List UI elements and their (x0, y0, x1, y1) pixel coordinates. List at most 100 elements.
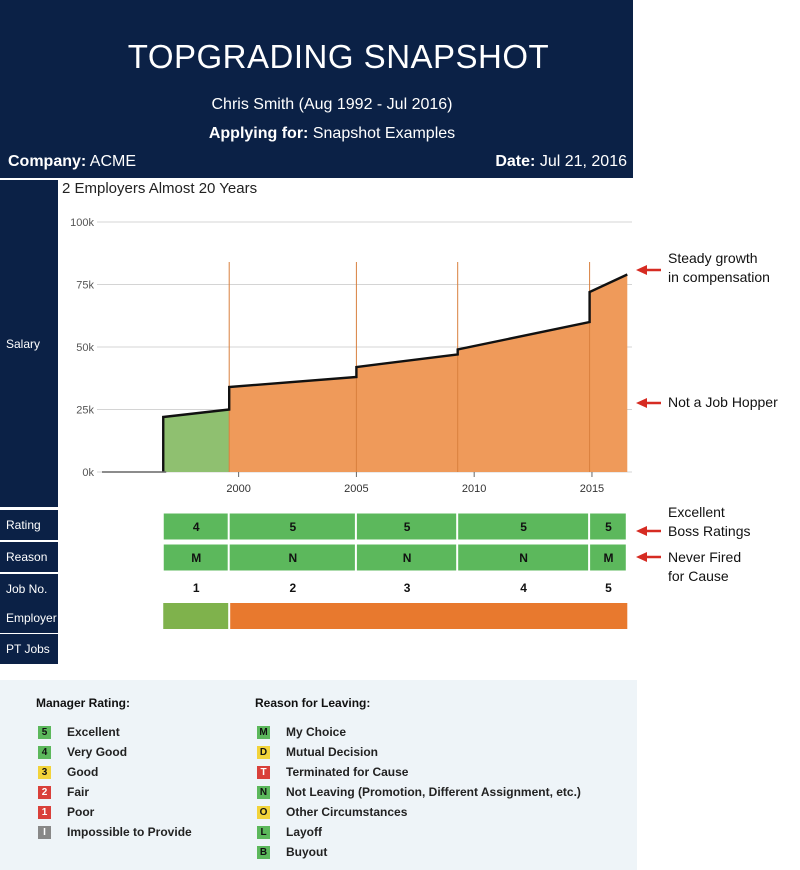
manager-rating-label: Impossible to Provide (67, 825, 192, 839)
sidebar-employer-label: Employer (6, 611, 57, 625)
reason-legend-row: T Terminated for Cause (255, 762, 581, 782)
sidebar-jobno: Job No. (0, 574, 58, 604)
manager-rating-title: Manager Rating: (36, 696, 131, 710)
reason-swatch: M (257, 725, 270, 739)
manager-rating-legend-row: 4 Very Good (36, 742, 192, 762)
reason-swatch: N (257, 785, 270, 799)
x-tick-label: 2005 (344, 483, 368, 495)
reason-value: M (191, 551, 201, 565)
report-title: TOPGRADING SNAPSHOT (127, 38, 550, 75)
note-ratings-line1: Excellent (668, 504, 725, 520)
rating-cell (162, 512, 229, 541)
rating-cell (457, 512, 590, 541)
note-fired-line1: Never Fired (668, 549, 742, 565)
report-header: TOPGRADING SNAPSHOT Chris Smith (Aug 199… (0, 0, 633, 178)
reason-label: My Choice (286, 725, 347, 739)
reason-legend-row: B Buyout (255, 842, 581, 862)
rating-value: 4 (193, 520, 200, 534)
manager-rating-swatch: 5 (38, 725, 51, 739)
sidebar-reason: Reason (0, 542, 58, 572)
reason-legend-row: D Mutual Decision (255, 742, 581, 762)
x-tick-label: 2010 (462, 483, 486, 495)
annotation-arrow-head (636, 526, 647, 536)
sidebar-ptjobs: PT Jobs (0, 634, 58, 664)
rating-value: 5 (289, 520, 296, 534)
manager-rating-swatch: 1 (38, 805, 51, 819)
salary-line (162, 273, 628, 472)
company-value: ACME (89, 153, 137, 170)
reason-legend: Reason for Leaving: M My Choice D Mutual De… (255, 696, 581, 862)
applying-value: Snapshot Examples (312, 125, 456, 142)
sidebar-salary-label: Salary (6, 336, 41, 351)
x-tick-label: 2000 (226, 483, 250, 495)
reason-swatch: O (257, 805, 270, 819)
reason-cell (589, 543, 627, 572)
reason-cell (457, 543, 590, 572)
reason-cell (228, 543, 356, 572)
note-ratings-line2: Boss Ratings (668, 523, 751, 539)
sidebar-reason-label: Reason (6, 550, 48, 564)
reason-value: N (519, 551, 528, 565)
legend-panel: Manager Rating: 5 Excellent 4 Very Good 3 Goo… (0, 680, 637, 870)
reason-legend-row: M My Choice (255, 722, 581, 742)
sidebar-rating: Rating (0, 510, 58, 540)
manager-rating-legend-row: 1 Poor (36, 802, 192, 822)
manager-rating-legend-row: I Impossible to Provide (36, 822, 192, 842)
manager-rating-swatch: I (38, 825, 51, 839)
reason-legend-row: O Other Circumstances (255, 802, 581, 822)
annotation-arrow-head (636, 265, 647, 275)
reason-value: N (403, 551, 412, 565)
job-number: 4 (520, 581, 527, 595)
manager-rating-label: Very Good (67, 745, 128, 759)
applying-label: Applying for: (208, 125, 309, 142)
manager-rating-swatch: 4 (38, 745, 51, 759)
sidebar-salary: Salary (0, 180, 58, 507)
note-hopper: Not a Job Hopper (668, 393, 778, 412)
rating-value: 5 (520, 520, 527, 534)
note-fired: Never Fired for Cause (668, 548, 741, 586)
reason-list: M My Choice D Mutual Decision T Terminated fo… (255, 722, 581, 862)
reason-legend-row: L Layoff (255, 822, 581, 842)
sidebar-employer: Employer (0, 603, 58, 633)
y-tick-label: 75k (76, 280, 94, 292)
note-growth: Steady growth in compensation (668, 249, 770, 287)
job-number: 3 (404, 581, 411, 595)
sidebar-rating-label: Rating (6, 518, 41, 532)
reason-label: Buyout (286, 845, 328, 859)
company: Company: ACME (8, 153, 136, 171)
reason-value: M (603, 551, 613, 565)
y-tick-label: 25k (76, 405, 94, 417)
manager-rating-label: Poor (67, 805, 95, 819)
manager-rating-label: Excellent (67, 725, 120, 739)
y-tick-label: 100k (70, 217, 94, 229)
salary-chart: 0k 25k 50k 75k 100k 2000 2005 2010 2015 4 M 1 5 N 2 5 N 3… (70, 217, 661, 629)
job-number: 2 (289, 581, 296, 595)
annotation-arrow-head (636, 552, 647, 562)
note-hopper-line1: Not a Job Hopper (668, 394, 778, 410)
reason-label: Other Circumstances (286, 805, 408, 819)
manager-rating-swatch: 2 (38, 785, 51, 799)
manager-rating-swatch: 3 (38, 765, 51, 779)
sidebar-jobno-label: Job No. (6, 582, 48, 596)
reason-legend-row: N Not Leaving (Promotion, Different Assig… (255, 782, 581, 802)
annotation-arrow-head (636, 398, 647, 408)
report-date: Date: Jul 21, 2016 (495, 153, 627, 171)
note-growth-line1: Steady growth (668, 250, 758, 266)
salary-area-series-2 (229, 274, 628, 472)
reason-cell (355, 543, 458, 572)
rating-cell (355, 512, 458, 541)
salary-area-series-1 (163, 409, 230, 472)
y-tick-label: 0k (82, 467, 94, 479)
manager-rating-legend-row: 2 Fair (36, 782, 192, 802)
reason-cell (162, 543, 229, 572)
rating-cell (589, 512, 627, 541)
reason-swatch: B (257, 845, 270, 859)
reason-label: Not Leaving (Promotion, Different Assign… (286, 785, 581, 799)
reason-swatch: D (257, 745, 270, 759)
chart-title: 2 Employers Almost 20 Years (62, 180, 258, 197)
reason-label: Terminated for Cause (286, 765, 409, 779)
date-label: Date: (495, 153, 536, 170)
reason-value: N (288, 551, 297, 565)
manager-rating-legend: Manager Rating: 5 Excellent 4 Very Good 3 Goo… (36, 696, 192, 842)
manager-rating-list: 5 Excellent 4 Very Good 3 Good 2 Fair 1 Poor I Impo… (36, 722, 192, 842)
